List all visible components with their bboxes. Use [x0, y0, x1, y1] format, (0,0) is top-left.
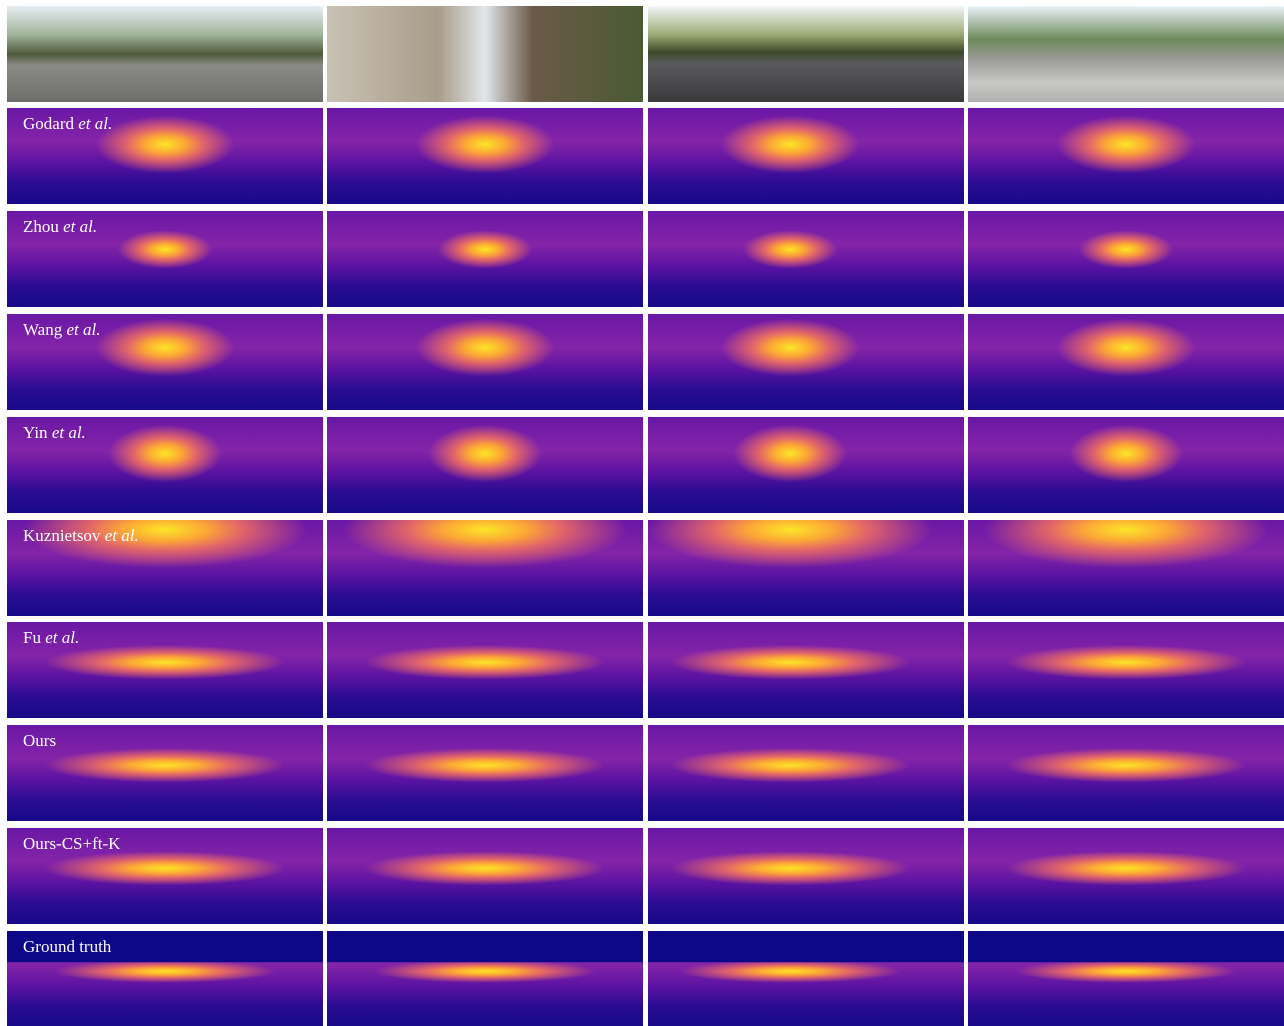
- depth-map: Ours: [7, 725, 323, 821]
- depth-map: Yin et al.: [7, 417, 323, 513]
- row-label: Kuznietsov et al.: [23, 526, 139, 546]
- depth-map: [327, 417, 643, 513]
- method-name: Ground truth: [23, 937, 111, 956]
- depth-map: Ours-CS+ft-K: [7, 828, 323, 924]
- input-photo: [968, 6, 1284, 102]
- row-label: Ground truth: [23, 937, 111, 957]
- method-name: Godard: [23, 114, 74, 133]
- row-label: Wang et al.: [23, 320, 100, 340]
- method-suffix: et al.: [66, 320, 100, 339]
- depth-map: [327, 108, 643, 204]
- method-suffix: et al.: [105, 526, 139, 545]
- depth-map: [648, 520, 964, 616]
- depth-map: [968, 108, 1284, 204]
- depth-map: [327, 725, 643, 821]
- depth-map: [327, 211, 643, 307]
- depth-map: [648, 622, 964, 718]
- depth-map: [648, 931, 964, 1026]
- row-label: Godard et al.: [23, 114, 112, 134]
- figure: Godard et al.Zhou et al.Wang et al.Yin e…: [0, 0, 1284, 1026]
- depth-map: [648, 211, 964, 307]
- depth-map: [327, 828, 643, 924]
- input-photo: [327, 6, 643, 102]
- depth-map: [648, 417, 964, 513]
- row-label: Zhou et al.: [23, 217, 97, 237]
- depth-map: [968, 417, 1284, 513]
- row-label: Ours: [23, 731, 56, 751]
- row-label: Ours-CS+ft-K: [23, 834, 120, 854]
- depth-map: [968, 520, 1284, 616]
- depth-map: Kuznietsov et al.: [7, 520, 323, 616]
- method-name: Ours-CS+ft-K: [23, 834, 120, 853]
- depth-map: [968, 828, 1284, 924]
- depth-map: [968, 931, 1284, 1026]
- method-name: Ours: [23, 731, 56, 750]
- method-suffix: et al.: [78, 114, 112, 133]
- method-name: Fu: [23, 628, 41, 647]
- depth-map: [968, 725, 1284, 821]
- depth-map: [327, 622, 643, 718]
- row-label: Yin et al.: [23, 423, 86, 443]
- input-photo: [7, 6, 323, 102]
- method-suffix: et al.: [45, 628, 79, 647]
- depth-map: Wang et al.: [7, 314, 323, 410]
- depth-map: [327, 520, 643, 616]
- method-suffix: et al.: [52, 423, 86, 442]
- depth-map: [968, 211, 1284, 307]
- depth-map: Zhou et al.: [7, 211, 323, 307]
- row-label: Fu et al.: [23, 628, 79, 648]
- method-name: Zhou: [23, 217, 59, 236]
- depth-map: [648, 828, 964, 924]
- method-name: Kuznietsov: [23, 526, 100, 545]
- input-photo: [648, 6, 964, 102]
- depth-map: [327, 931, 643, 1026]
- depth-map: [648, 725, 964, 821]
- method-name: Wang: [23, 320, 62, 339]
- depth-map: [327, 314, 643, 410]
- depth-map: Godard et al.: [7, 108, 323, 204]
- method-suffix: et al.: [63, 217, 97, 236]
- depth-map: [648, 314, 964, 410]
- depth-map: [968, 622, 1284, 718]
- depth-map: Ground truth: [7, 931, 323, 1026]
- method-name: Yin: [23, 423, 48, 442]
- depth-map: [648, 108, 964, 204]
- depth-map: [968, 314, 1284, 410]
- depth-map: Fu et al.: [7, 622, 323, 718]
